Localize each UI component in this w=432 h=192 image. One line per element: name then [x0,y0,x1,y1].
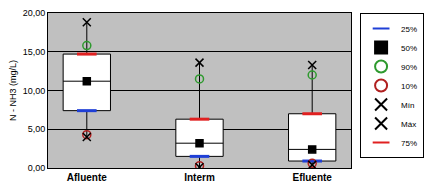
svg-text:0,00: 0,00 [28,163,46,173]
svg-text:10%: 10% [401,82,417,91]
svg-text:20,00: 20,00 [23,8,46,18]
svg-text:90%: 90% [401,63,417,72]
svg-text:Afluente: Afluente [67,172,107,183]
svg-text:Efluente: Efluente [292,172,332,183]
svg-text:25%: 25% [401,25,417,34]
svg-text:Interm: Interm [184,172,215,183]
svg-text:Mín: Mín [401,101,414,110]
svg-text:Máx: Máx [401,120,416,129]
svg-text:50%: 50% [401,44,417,53]
svg-text:5,00: 5,00 [28,124,46,134]
svg-text:75%: 75% [401,139,417,148]
svg-text:15,00: 15,00 [23,47,46,57]
svg-text:10,00: 10,00 [23,86,46,96]
svg-text:N - NH3 (mg/L): N - NH3 (mg/L) [8,60,18,121]
